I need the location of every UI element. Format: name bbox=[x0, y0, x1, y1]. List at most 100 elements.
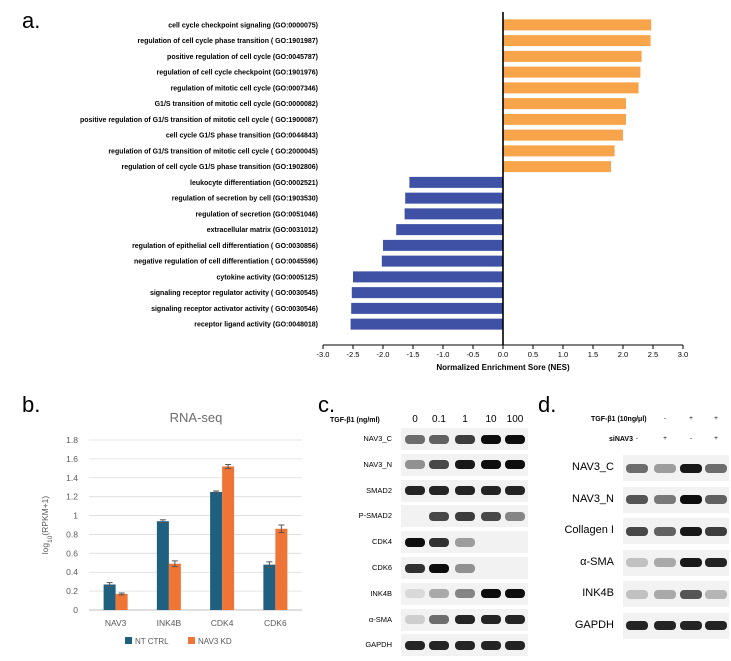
blot-band bbox=[429, 589, 449, 599]
blot-band bbox=[626, 495, 648, 504]
blot-band bbox=[654, 558, 676, 567]
blot-d-treatment-mark: + bbox=[714, 435, 718, 442]
blot-band bbox=[505, 640, 525, 650]
blot-band bbox=[405, 615, 425, 625]
nes-category-label: signaling receptor activator activity ( … bbox=[151, 306, 318, 313]
blot-band bbox=[481, 615, 501, 625]
rnaseq-x-tick-label: INK4B bbox=[157, 618, 182, 628]
nes-bar bbox=[409, 176, 503, 188]
blot-row-label: NAV3_N bbox=[572, 492, 614, 505]
blot-strip bbox=[401, 505, 528, 528]
nes-category-label: regulation of epithelial cell differenti… bbox=[132, 243, 318, 250]
nes-bar bbox=[350, 318, 503, 330]
nes-bar bbox=[503, 50, 642, 62]
nes-category-label: cell cycle G1/S phase transition (GO:004… bbox=[166, 133, 318, 140]
nes-bar bbox=[503, 145, 615, 157]
blot-row-label: P-SMAD2 bbox=[358, 511, 392, 521]
blot-band bbox=[455, 460, 475, 470]
blot-band bbox=[455, 486, 475, 496]
rnaseq-bar bbox=[168, 563, 181, 610]
blot-band bbox=[626, 526, 648, 536]
rnaseq-y-tick-label: 1.2 bbox=[66, 492, 78, 502]
blot-band bbox=[481, 460, 501, 470]
blot-band bbox=[654, 495, 676, 504]
blot-band bbox=[405, 486, 425, 496]
blot-strip bbox=[623, 612, 729, 639]
blot-band bbox=[481, 640, 501, 650]
nes-category-label: extracellular matrix (GO:0031012) bbox=[207, 227, 318, 234]
blot-band bbox=[505, 486, 525, 496]
blot-band bbox=[505, 460, 525, 470]
blot-row-label: GAPDH bbox=[574, 618, 614, 631]
blot-strip bbox=[623, 486, 729, 513]
nes-x-tick-label: 0.5 bbox=[528, 350, 538, 359]
blot-strip bbox=[401, 634, 528, 657]
rnaseq-bar bbox=[115, 593, 128, 610]
nes-bar bbox=[503, 113, 626, 125]
blot-strip bbox=[623, 581, 729, 607]
blot-band bbox=[626, 463, 648, 473]
blot-strip bbox=[401, 557, 528, 579]
blot-band bbox=[429, 511, 449, 521]
rnaseq-y-tick-label: 0.2 bbox=[66, 586, 78, 596]
blot-band bbox=[429, 615, 449, 625]
nes-bar bbox=[503, 35, 651, 47]
blot-band bbox=[705, 589, 727, 599]
blot-band bbox=[626, 589, 648, 599]
blot-row-label: INK4B bbox=[582, 587, 614, 599]
blot-band bbox=[481, 486, 501, 496]
nes-category-label: regulation of cell cycle G1/S phase tran… bbox=[122, 164, 318, 171]
blot-d-treatment-mark: + bbox=[714, 415, 718, 422]
nes-category-label: positive regulation of cell cycle (GO:00… bbox=[167, 54, 318, 61]
rnaseq-y-tick-label: 1.6 bbox=[66, 454, 78, 464]
blot-band bbox=[505, 511, 525, 521]
rnaseq-bar bbox=[222, 466, 235, 610]
nes-category-label: cytokine activity (GO:0005125) bbox=[216, 274, 318, 281]
nes-category-label: regulation of G1/S transition of mitotic… bbox=[108, 148, 318, 155]
blot-strip bbox=[623, 518, 729, 544]
nes-x-tick-label: -0.5 bbox=[467, 350, 480, 359]
blot-band bbox=[481, 511, 501, 521]
blot-c-dose-label: 100 bbox=[506, 414, 524, 425]
blot-band bbox=[429, 563, 449, 573]
nes-x-tick-label: -2.0 bbox=[377, 350, 390, 359]
rnaseq-x-tick-label: CDK6 bbox=[264, 618, 287, 628]
rnaseq-y-tick-label: 1.8 bbox=[66, 435, 78, 445]
nes-x-tick-label: -1.0 bbox=[437, 350, 450, 359]
nes-bar bbox=[381, 255, 503, 267]
blot-band bbox=[705, 558, 727, 567]
nes-category-label: negative regulation of cell differentiat… bbox=[134, 259, 318, 266]
blot-row-label: Collagen I bbox=[564, 524, 614, 536]
blot-c-dose-label: 1 bbox=[462, 414, 468, 425]
blot-row-label: α-SMA bbox=[368, 614, 392, 624]
blot-band bbox=[405, 589, 425, 599]
blot-c-dose-label: 0.1 bbox=[432, 414, 446, 425]
rnaseq-bar bbox=[263, 564, 276, 610]
blot-band bbox=[654, 589, 676, 599]
nes-category-label: regulation of cell cycle checkpoint (GO:… bbox=[157, 70, 318, 77]
blot-row-label: SMAD2 bbox=[366, 485, 392, 495]
rnaseq-legend-label: NAV3 KD bbox=[198, 637, 232, 646]
blot-band bbox=[705, 621, 727, 630]
nes-bar bbox=[503, 66, 641, 78]
nes-category-label: cell cycle checkpoint signaling (GO:0000… bbox=[168, 22, 318, 29]
nes-category-label: regulation of secretion by cell (GO:1903… bbox=[172, 196, 318, 203]
rnaseq-y-tick-label: 1.4 bbox=[66, 473, 78, 483]
nes-bar bbox=[503, 82, 639, 94]
panel-a-letter: a. bbox=[22, 8, 41, 33]
blot-band bbox=[680, 463, 702, 473]
blot-row-label: GAPDH bbox=[365, 640, 392, 650]
blot-band bbox=[405, 434, 425, 444]
blot-band bbox=[505, 615, 525, 625]
nes-bar bbox=[396, 224, 503, 236]
blot-band bbox=[481, 434, 501, 444]
blot-c-dose-label: 0 bbox=[412, 414, 418, 425]
nes-category-label: leukocyte differentiation (GO:0002521) bbox=[190, 180, 318, 187]
nes-x-axis-label: Normalized Enrichment Sore (NES) bbox=[436, 363, 570, 372]
nes-bar bbox=[503, 19, 652, 31]
rnaseq-bar bbox=[275, 528, 288, 610]
blot-strip bbox=[401, 608, 528, 631]
nes-category-label: regulation of mitotic cell cycle (GO:000… bbox=[171, 85, 318, 92]
blot-band bbox=[654, 621, 676, 630]
